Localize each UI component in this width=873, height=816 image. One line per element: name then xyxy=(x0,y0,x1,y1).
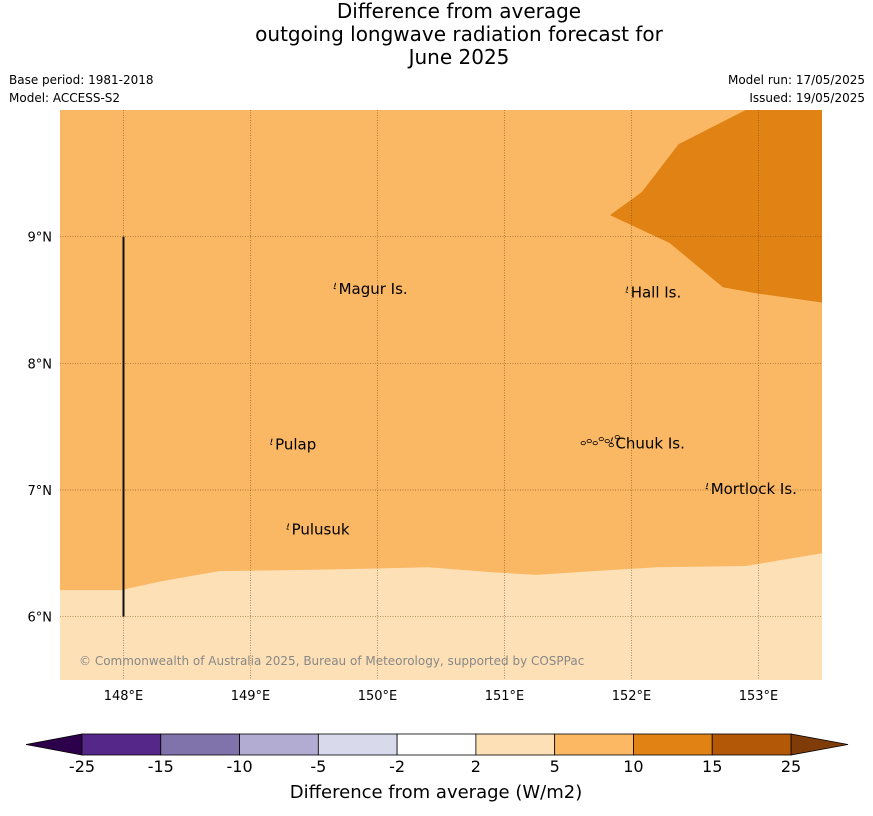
colorbar-segment xyxy=(160,733,240,756)
x-tick-label: 152°E xyxy=(612,689,652,704)
region-10-to-15-2 xyxy=(609,110,822,303)
island-marker xyxy=(286,523,290,530)
colorbar-segment xyxy=(633,733,713,756)
x-tick-label: 153°E xyxy=(739,689,779,704)
colorbar-extend-high xyxy=(790,733,849,756)
title-line-1: Difference from average xyxy=(336,0,582,23)
colorbar-segment xyxy=(81,733,162,756)
model-run: Model run: 17/05/2025 xyxy=(727,73,865,87)
colorbar-segment xyxy=(396,733,477,756)
title-line-3: June 2025 xyxy=(408,45,510,69)
colorbar-tick-label: -10 xyxy=(226,757,252,776)
x-tick-label: 149°E xyxy=(231,689,271,704)
colorbar-segment xyxy=(475,733,556,756)
island-marker xyxy=(625,286,629,294)
x-tick-label: 150°E xyxy=(358,689,398,704)
colorbar-tick-label: -15 xyxy=(148,757,174,776)
colorbar-segment xyxy=(317,733,398,756)
colorbar-tick-label: 15 xyxy=(702,757,722,776)
colorbar-label: Difference from average (W/m2) xyxy=(290,782,582,803)
colorbar-tick-label: -25 xyxy=(69,757,95,776)
y-tick-label: 7°N xyxy=(28,484,53,499)
colorbar-extend-low xyxy=(25,733,83,756)
chuuk-islet xyxy=(598,437,604,442)
place-label: Mortlock Is. xyxy=(711,480,797,498)
place-label: Magur Is. xyxy=(339,280,408,298)
y-tick-label: 6°N xyxy=(28,611,53,626)
chuuk-islet xyxy=(604,439,610,444)
colorbar-segment xyxy=(239,733,319,756)
place-label: Pulusuk xyxy=(292,521,350,539)
colorbar-tick-label: 5 xyxy=(550,757,560,776)
chart-title: Difference from average outgoing longwav… xyxy=(0,0,873,69)
colorbar-segment xyxy=(711,733,792,756)
meta-left: Base period: 1981-2018 Model: ACCESS-S2 xyxy=(9,71,154,107)
base-period: Base period: 1981-2018 xyxy=(9,73,154,87)
colorbar-tick-label: 2 xyxy=(471,757,481,776)
x-tick-label: 151°E xyxy=(485,689,525,704)
y-tick-label: 9°N xyxy=(28,231,53,246)
chuuk-islet xyxy=(592,441,598,446)
title-line-2: outgoing longwave radiation forecast for xyxy=(255,22,663,46)
x-tick-label: 148°E xyxy=(104,689,144,704)
y-tick-label: 8°N xyxy=(28,357,53,372)
colorbar-segment xyxy=(554,733,634,756)
place-label: Chuuk Is. xyxy=(615,434,684,452)
meta-right: Model run: 17/05/2025 Issued: 19/05/2025 xyxy=(728,71,865,107)
chuuk-islet xyxy=(608,443,614,448)
chuuk-islet xyxy=(580,441,586,446)
issued-date: Issued: 19/05/2025 xyxy=(749,91,865,105)
model-name: Model: ACCESS-S2 xyxy=(9,91,121,105)
island-marker xyxy=(333,282,337,290)
copyright-text: © Commonwealth of Australia 2025, Bureau… xyxy=(79,654,584,668)
chuuk-islet xyxy=(614,435,620,440)
colorbar-tick-label: -2 xyxy=(389,757,405,776)
colorbar-tick-label: -5 xyxy=(310,757,326,776)
colorbar-tick-label: 25 xyxy=(781,757,801,776)
island-marker xyxy=(705,482,709,490)
place-label: Hall Is. xyxy=(631,284,682,302)
colorbar-tick-label: 10 xyxy=(623,757,643,776)
island-marker xyxy=(269,438,273,446)
chuuk-islet xyxy=(586,439,592,444)
place-label: Pulap xyxy=(275,436,316,454)
